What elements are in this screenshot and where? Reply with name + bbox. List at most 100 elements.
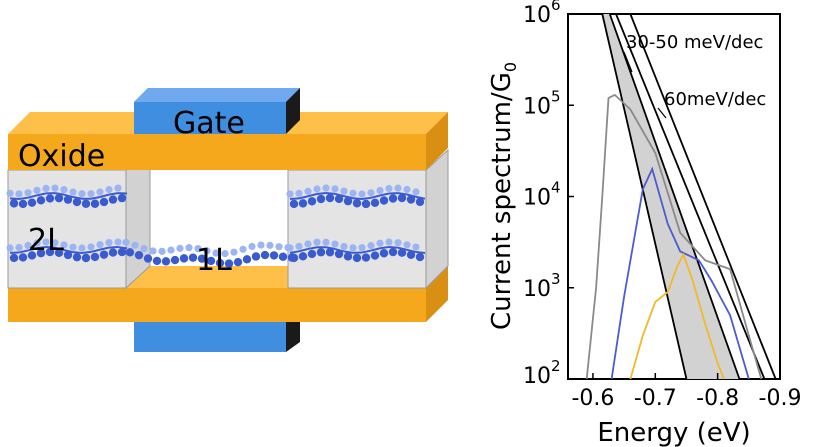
atom [331, 240, 339, 248]
guide-line-1 [601, 13, 688, 380]
atom-bond [361, 196, 372, 200]
atom [370, 198, 380, 208]
atom [376, 186, 384, 195]
atom [99, 250, 109, 259]
atom [87, 190, 95, 198]
atom [352, 199, 362, 208]
atom [60, 186, 68, 194]
atom [379, 196, 389, 205]
atom [18, 253, 28, 262]
atom [260, 250, 270, 260]
atom [90, 252, 100, 262]
atom [105, 186, 113, 194]
atom [90, 199, 100, 208]
svg-text:Current spectrum/G0: Current spectrum/G0 [487, 62, 520, 330]
atom [140, 244, 148, 253]
y-tick-label: 104 [523, 179, 561, 211]
atom-bond [27, 194, 38, 199]
atom [239, 245, 247, 253]
atom [343, 196, 353, 206]
atom [45, 194, 55, 203]
atom-bond [90, 196, 101, 200]
atom [412, 188, 420, 196]
atom-bond [298, 195, 309, 200]
atom [54, 248, 64, 257]
atom [307, 197, 317, 206]
atom-bond [90, 248, 101, 253]
atom [72, 197, 82, 207]
atom-bond [99, 193, 110, 198]
atom [406, 250, 416, 260]
atom-bond [289, 197, 300, 200]
atom [298, 252, 308, 261]
atom-bond [379, 192, 390, 197]
atom-bond [316, 192, 327, 196]
atom [361, 199, 371, 209]
annotation-pointer-60 [657, 107, 667, 119]
atom-bond [54, 192, 65, 196]
atom [63, 250, 73, 260]
atom [349, 244, 357, 252]
atom [388, 194, 398, 203]
atom-bond [307, 246, 318, 250]
atom [51, 184, 59, 192]
atom [45, 247, 55, 257]
atom [131, 241, 139, 249]
channel-label: 1L [196, 243, 232, 278]
atom [325, 193, 335, 203]
atom-bond [117, 246, 128, 250]
atom-bond [352, 197, 363, 200]
atom [313, 185, 321, 193]
atom [307, 249, 317, 259]
atom [27, 251, 37, 260]
atom [358, 243, 366, 252]
atom [78, 190, 86, 198]
atom-bond [343, 250, 354, 254]
guide-line-4 [629, 13, 777, 380]
atom [33, 186, 41, 194]
atom [403, 185, 411, 194]
atom [197, 254, 207, 263]
atom [51, 239, 59, 247]
atom [269, 251, 279, 260]
atom [394, 239, 402, 247]
atom [295, 189, 303, 197]
atom-bond [9, 197, 20, 200]
atom [78, 244, 86, 252]
atom-bond [45, 246, 56, 249]
atom [340, 242, 348, 251]
y-axis-label-subscript: 0 [501, 62, 520, 72]
atom [60, 241, 68, 249]
atom [42, 238, 50, 246]
atom [108, 248, 118, 257]
atomic-lattice [6, 184, 426, 268]
atom-bond [27, 247, 38, 252]
atom [36, 248, 46, 258]
atom [289, 199, 299, 209]
atom [316, 248, 326, 257]
atom-bond [36, 246, 47, 250]
atom-bond [108, 246, 119, 249]
atom [158, 247, 166, 255]
atom [117, 247, 127, 257]
atom-bond [289, 250, 300, 254]
left-region-label: 2L [28, 223, 64, 258]
atom [304, 240, 312, 248]
atom [406, 195, 416, 204]
y-tick-label: 105 [523, 87, 561, 119]
atom [367, 189, 375, 197]
atom [69, 188, 77, 196]
atom [284, 244, 292, 252]
atom [15, 243, 23, 252]
atom [206, 256, 216, 266]
atom [99, 197, 109, 207]
atom [334, 249, 344, 259]
atom [388, 247, 398, 257]
atom [221, 250, 229, 258]
atom [9, 199, 19, 208]
atom [134, 250, 144, 260]
annotation-60-meV-dec: 60meV/dec [664, 89, 766, 110]
atom [24, 189, 32, 197]
atom [233, 257, 243, 267]
